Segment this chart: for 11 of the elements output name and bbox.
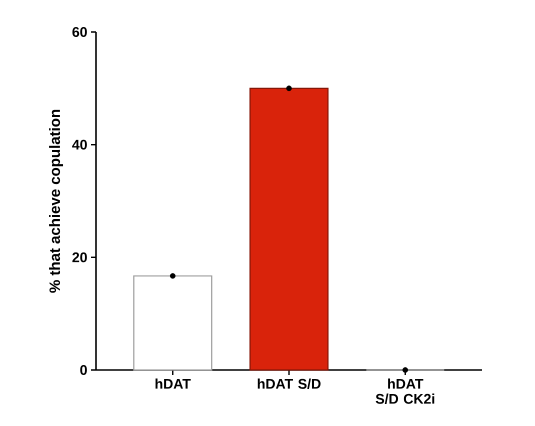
x-tick-label: hDAT S/D (258, 378, 321, 389)
y-axis-title: % that achieve copulation (49, 110, 64, 293)
y-tick-label: 20 (72, 252, 87, 262)
y-tick-label: 40 (72, 140, 87, 150)
point (286, 86, 292, 92)
point (402, 367, 408, 373)
point (170, 273, 176, 279)
y-tick-label: 0 (80, 365, 87, 375)
y-tick-label: 60 (72, 27, 87, 37)
x-tick-label: hDAT S/D CK2i (376, 378, 434, 404)
x-tick-label: hDAT (156, 378, 191, 389)
